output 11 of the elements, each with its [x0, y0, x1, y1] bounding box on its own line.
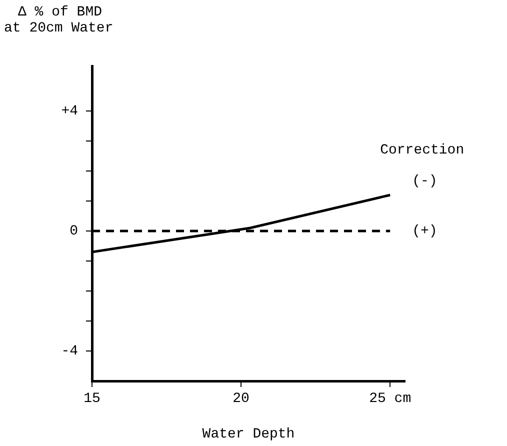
- series-label: (+): [412, 224, 438, 240]
- x-tick-label: 25 cm: [369, 391, 412, 408]
- series-label: (-): [412, 174, 438, 190]
- x-tick-label: 20: [232, 391, 250, 408]
- legend-title: Correction: [380, 142, 464, 159]
- y-tick-label: 0: [70, 224, 78, 240]
- y-axis-title: Δ % of BMD at 20cm Water: [4, 4, 114, 37]
- x-axis-title: Water Depth: [202, 426, 295, 442]
- y-tick-label: -4: [61, 344, 78, 360]
- x-tick-label: 15: [84, 391, 100, 408]
- y-tick-label: +4: [61, 104, 78, 120]
